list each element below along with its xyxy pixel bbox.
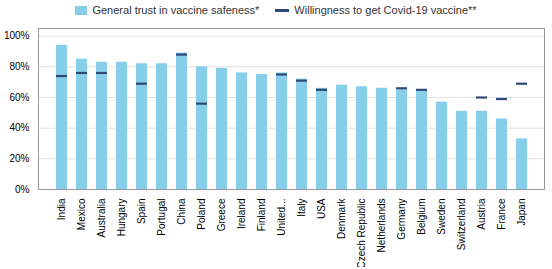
svg-text:Czech Republic: Czech Republic: [356, 199, 367, 268]
svg-text:Japan: Japan: [516, 199, 527, 226]
svg-text:France: France: [496, 198, 507, 230]
svg-text:Germany: Germany: [396, 199, 407, 240]
svg-text:China: China: [176, 198, 187, 225]
svg-text:United...: United...: [276, 199, 287, 236]
svg-text:USA: USA: [316, 198, 327, 219]
svg-text:Italy: Italy: [296, 199, 307, 217]
svg-text:Hungary: Hungary: [116, 199, 127, 237]
svg-text:40%: 40%: [9, 122, 29, 133]
html-text:General trust in vaccine safen: General trust in vaccine safeness*: [92, 4, 260, 16]
svg-text:Belgium: Belgium: [416, 199, 427, 235]
svg-text:Switzerland: Switzerland: [456, 199, 467, 251]
svg-text:80%: 80%: [9, 61, 29, 72]
svg-text:Denmark: Denmark: [336, 198, 347, 240]
svg-text:Mexico: Mexico: [76, 198, 87, 230]
svg-text:Austria: Austria: [476, 198, 487, 230]
svg-text:Australia: Australia: [96, 198, 107, 237]
svg-text:Netherlands: Netherlands: [376, 199, 387, 253]
svg-text:Sweden: Sweden: [436, 199, 447, 235]
svg-text:100%: 100%: [4, 30, 30, 41]
svg-text:60%: 60%: [9, 92, 29, 103]
html-text:Willingness to get Covid-19 va: Willingness to get Covid-19 vaccine**: [294, 4, 477, 16]
svg-text:Poland: Poland: [196, 199, 207, 230]
svg-text:20%: 20%: [9, 153, 29, 164]
svg-text:Ireland: Ireland: [236, 199, 247, 230]
svg-text:Spain: Spain: [136, 199, 147, 225]
svg-text:India: India: [56, 198, 67, 220]
svg-text:Portugal: Portugal: [156, 199, 167, 236]
svg-text:Finland: Finland: [256, 199, 267, 232]
svg-text:0%: 0%: [15, 184, 30, 195]
svg-text:Greece: Greece: [216, 198, 227, 231]
